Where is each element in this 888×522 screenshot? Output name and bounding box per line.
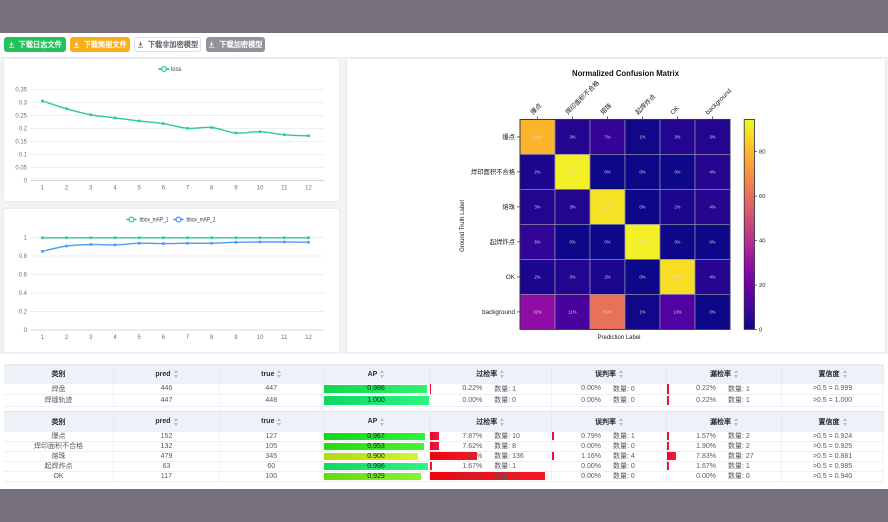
svg-text:0%: 0% [605,240,611,245]
svg-text:7: 7 [186,185,190,191]
svg-text:0.4: 0.4 [19,291,28,297]
svg-text:起焊炸点: 起焊炸点 [633,91,658,116]
svg-text:焊印面积不合格: 焊印面积不合格 [471,167,516,176]
svg-text:0.6: 0.6 [19,273,28,279]
svg-text:0: 0 [759,327,762,333]
svg-text:10: 10 [257,185,264,191]
svg-text:0.8: 0.8 [19,254,28,260]
svg-text:0.35: 0.35 [15,87,27,93]
svg-text:11%: 11% [569,310,577,315]
svg-text:90%: 90% [603,205,612,210]
svg-text:起焊炸点: 起焊炸点 [490,237,515,246]
svg-text:9: 9 [234,335,238,341]
svg-text:80: 80 [759,150,765,156]
svg-text:11: 11 [281,335,288,341]
svg-text:8: 8 [210,185,214,191]
svg-text:3%: 3% [535,205,541,210]
svg-text:2%: 2% [675,205,681,210]
svg-text:93%: 93% [568,170,577,175]
svg-text:4%: 4% [710,170,716,175]
svg-text:0%: 0% [710,310,716,315]
svg-text:OK: OK [669,104,681,116]
svg-text:background: background [704,87,733,116]
svg-text:4%: 4% [710,205,716,210]
svg-text:0%: 0% [640,205,646,210]
svg-text:0%: 0% [640,170,646,175]
svg-text:12: 12 [305,335,312,341]
svg-text:3%: 3% [570,205,576,210]
svg-text:0.15: 0.15 [15,139,27,145]
svg-text:4: 4 [113,185,117,191]
svg-text:bbox_mAP_2: bbox_mAP_2 [187,217,216,224]
svg-text:0.2: 0.2 [19,310,28,316]
svg-text:OK: OK [506,274,516,281]
svg-text:2: 2 [65,185,69,191]
svg-text:3%: 3% [710,135,716,140]
svg-text:background: background [482,309,515,316]
svg-text:9: 9 [234,185,238,191]
svg-text:0.1: 0.1 [19,152,28,158]
svg-text:32%: 32% [533,310,542,315]
svg-text:0.05: 0.05 [15,165,27,171]
svg-text:3: 3 [89,185,93,191]
svg-text:熔珠: 熔珠 [502,202,515,211]
svg-text:6: 6 [162,185,166,191]
svg-text:2: 2 [65,335,69,341]
svg-text:1: 1 [41,185,45,191]
svg-text:0.2: 0.2 [19,126,28,132]
svg-text:93%: 93% [638,240,647,245]
svg-text:2%: 2% [535,170,541,175]
svg-text:1: 1 [24,236,28,242]
svg-text:7%: 7% [605,135,611,140]
svg-text:loss: loss [171,66,182,73]
svg-text:6%: 6% [535,240,541,245]
svg-text:8: 8 [210,335,214,341]
svg-text:3%: 3% [570,135,576,140]
svg-text:5: 5 [138,335,142,341]
svg-text:3%: 3% [570,275,576,280]
svg-text:1%: 1% [640,135,646,140]
svg-text:3%: 3% [675,135,681,140]
svg-text:13%: 13% [673,310,682,315]
svg-text:熔珠: 熔珠 [598,100,614,116]
svg-text:4: 4 [113,335,117,341]
svg-text:0%: 0% [570,240,576,245]
svg-text:爆点: 爆点 [502,132,515,141]
svg-text:60: 60 [759,194,765,200]
svg-text:bbox_mAP_1: bbox_mAP_1 [140,217,169,224]
svg-text:20: 20 [759,283,765,289]
svg-text:3: 3 [89,335,93,341]
svg-text:61%: 61% [603,310,612,315]
svg-text:0%: 0% [675,170,681,175]
svg-text:40: 40 [759,239,765,245]
svg-text:89%: 89% [673,275,682,280]
svg-text:0%: 0% [640,275,646,280]
svg-text:1%: 1% [640,310,646,315]
svg-text:0%: 0% [675,240,681,245]
svg-text:0.25: 0.25 [15,113,27,119]
svg-text:焊印面积不合格: 焊印面积不合格 [563,78,601,116]
svg-text:83%: 83% [533,135,542,140]
svg-text:2%: 2% [605,275,611,280]
svg-text:6: 6 [162,335,166,341]
svg-text:11: 11 [281,185,288,191]
svg-text:12: 12 [305,185,312,191]
svg-text:4%: 4% [710,275,716,280]
svg-text:Ground Truth Label: Ground Truth Label [460,200,466,252]
svg-text:0%: 0% [710,240,716,245]
svg-text:Normalized Confusion Matrix: Normalized Confusion Matrix [572,69,680,78]
svg-text:0: 0 [24,328,28,334]
svg-text:0: 0 [24,178,28,184]
svg-text:0%: 0% [605,170,611,175]
svg-text:Prediction Label: Prediction Label [597,335,640,341]
svg-text:7: 7 [186,335,190,341]
svg-text:10: 10 [257,335,264,341]
svg-text:5: 5 [138,185,142,191]
svg-text:0.3: 0.3 [19,100,28,106]
svg-text:1: 1 [41,335,45,341]
svg-text:爆点: 爆点 [528,100,544,116]
svg-text:2%: 2% [535,275,541,280]
